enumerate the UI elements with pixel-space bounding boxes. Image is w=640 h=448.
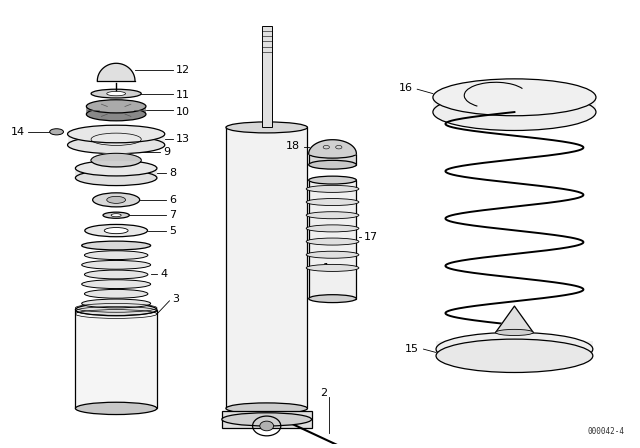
Ellipse shape <box>84 251 148 259</box>
Ellipse shape <box>76 402 157 414</box>
Text: 18: 18 <box>286 141 300 151</box>
Ellipse shape <box>85 224 148 237</box>
Ellipse shape <box>308 149 356 158</box>
Ellipse shape <box>226 122 307 133</box>
Text: 15: 15 <box>405 344 419 354</box>
Ellipse shape <box>68 136 164 154</box>
Ellipse shape <box>308 160 356 169</box>
Ellipse shape <box>260 421 273 431</box>
Polygon shape <box>91 153 141 160</box>
Ellipse shape <box>306 264 359 271</box>
Text: 5: 5 <box>170 226 177 236</box>
Ellipse shape <box>306 185 359 192</box>
Ellipse shape <box>82 280 150 289</box>
Polygon shape <box>495 306 533 332</box>
Text: 17: 17 <box>364 232 378 242</box>
Text: 14: 14 <box>11 127 25 137</box>
Ellipse shape <box>222 413 312 426</box>
Text: 8: 8 <box>170 168 177 178</box>
Ellipse shape <box>436 332 593 366</box>
Ellipse shape <box>84 289 148 298</box>
Ellipse shape <box>107 196 125 203</box>
Ellipse shape <box>433 94 596 130</box>
Ellipse shape <box>104 228 128 234</box>
Text: 10: 10 <box>176 107 189 116</box>
Text: 13: 13 <box>176 134 189 144</box>
Bar <box>68 134 164 145</box>
Bar <box>433 97 596 112</box>
Text: 000042-4: 000042-4 <box>587 427 624 436</box>
Bar <box>308 154 356 165</box>
Bar <box>86 106 146 114</box>
FancyBboxPatch shape <box>226 127 307 409</box>
Text: 11: 11 <box>176 90 189 100</box>
Bar <box>262 26 272 127</box>
Ellipse shape <box>86 108 146 121</box>
Ellipse shape <box>495 329 533 336</box>
Text: 2: 2 <box>320 388 327 398</box>
Text: 3: 3 <box>173 293 180 304</box>
Ellipse shape <box>306 225 359 232</box>
Ellipse shape <box>76 170 157 185</box>
Ellipse shape <box>306 251 359 258</box>
Polygon shape <box>97 63 135 81</box>
Ellipse shape <box>82 260 150 269</box>
Ellipse shape <box>226 403 307 414</box>
Text: 7: 7 <box>170 210 177 220</box>
Bar <box>76 310 157 409</box>
Ellipse shape <box>76 303 157 316</box>
Ellipse shape <box>91 89 141 98</box>
Ellipse shape <box>306 198 359 206</box>
Bar <box>436 341 593 356</box>
Ellipse shape <box>308 295 356 302</box>
Ellipse shape <box>111 214 121 217</box>
Ellipse shape <box>436 339 593 372</box>
Text: 6: 6 <box>170 195 177 205</box>
Ellipse shape <box>82 241 150 250</box>
Ellipse shape <box>68 125 164 143</box>
Bar <box>222 410 312 428</box>
Ellipse shape <box>433 79 596 116</box>
Ellipse shape <box>76 160 157 176</box>
Ellipse shape <box>103 212 129 218</box>
Ellipse shape <box>50 129 63 135</box>
Ellipse shape <box>91 154 141 167</box>
Text: 12: 12 <box>176 65 190 75</box>
Text: 4: 4 <box>160 270 167 280</box>
Text: 1: 1 <box>323 263 330 273</box>
Ellipse shape <box>306 212 359 219</box>
Text: 9: 9 <box>163 147 170 157</box>
Polygon shape <box>308 140 356 154</box>
Bar <box>308 180 356 299</box>
Ellipse shape <box>306 238 359 245</box>
Ellipse shape <box>107 91 125 96</box>
Ellipse shape <box>86 100 146 113</box>
Bar <box>76 168 157 178</box>
Text: 16: 16 <box>399 83 413 93</box>
Ellipse shape <box>93 193 140 207</box>
Ellipse shape <box>84 270 148 279</box>
Ellipse shape <box>308 176 356 184</box>
Ellipse shape <box>82 299 150 308</box>
